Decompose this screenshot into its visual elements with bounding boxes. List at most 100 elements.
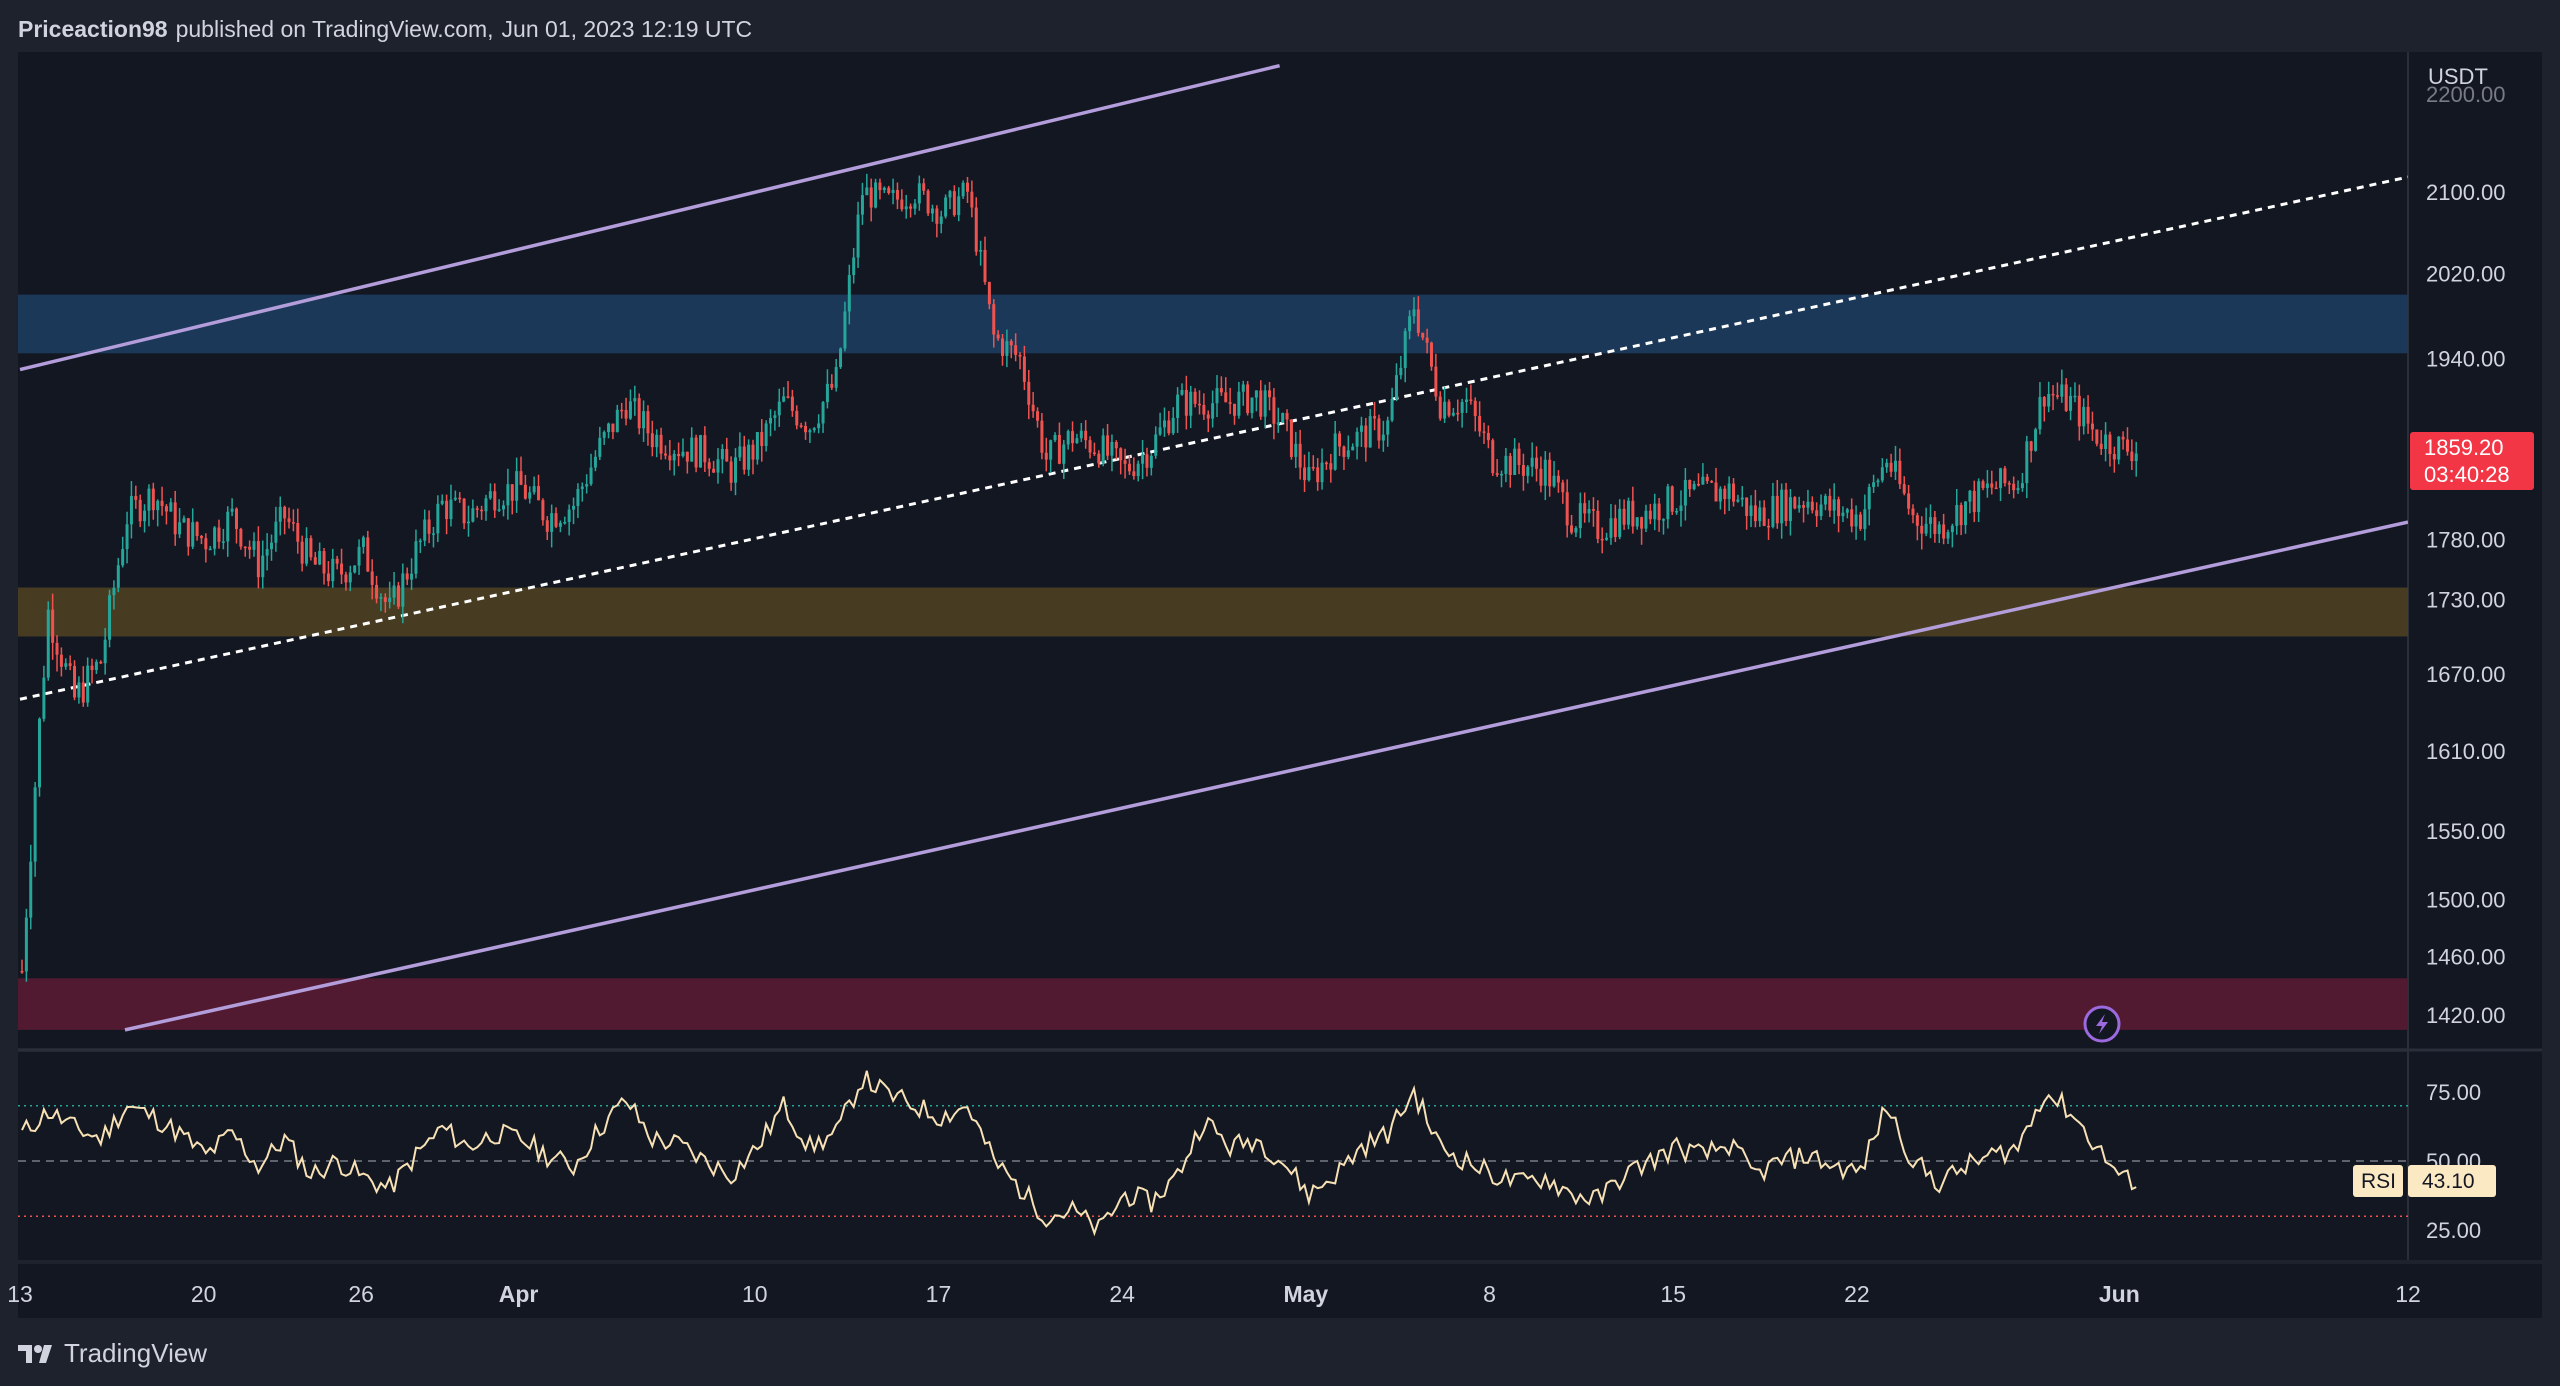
candle-body — [1521, 464, 1525, 476]
candle-body — [611, 423, 615, 433]
candle-body — [760, 432, 764, 447]
candle-body — [1539, 468, 1543, 486]
candle-body — [624, 410, 628, 419]
candle-body — [725, 448, 729, 462]
candle-body — [1154, 434, 1158, 456]
candle-body — [1661, 519, 1665, 521]
candle-body — [1863, 509, 1867, 529]
candle-body — [1333, 433, 1337, 470]
candle-body — [1504, 455, 1508, 474]
alert-lightning-icon[interactable] — [2083, 1005, 2121, 1043]
candle-body — [646, 411, 650, 434]
candle-body — [917, 183, 921, 204]
logo-v-shape — [39, 1344, 52, 1363]
candle-body — [42, 677, 46, 719]
candle-body — [195, 522, 199, 537]
candle-body — [370, 571, 374, 585]
candle-body — [270, 542, 274, 550]
candle-body — [602, 432, 606, 438]
candle-body — [1193, 391, 1197, 404]
candle-body — [73, 666, 77, 698]
candle-body — [458, 497, 462, 500]
midline[interactable] — [19, 175, 2408, 701]
candle-body — [2038, 397, 2042, 430]
price-axis[interactable]: 2100.00 2020.00 1940.00 1780.00 1730.00 1670.… — [2426, 82, 2506, 1028]
candle-body — [1001, 338, 1005, 356]
rsi-line — [21, 1070, 2137, 1237]
candle-body — [331, 558, 335, 582]
candle-body — [2025, 441, 2029, 484]
candle-body — [550, 513, 554, 532]
candle-body — [532, 486, 536, 493]
candle-body — [979, 249, 983, 252]
candle-body — [808, 430, 812, 433]
candle-body — [1513, 448, 1517, 476]
candle-body — [1937, 524, 1941, 534]
candle-body — [1675, 511, 1679, 513]
candle-body — [305, 538, 309, 564]
demand-zone — [18, 978, 2408, 1030]
price-badge: 1859.20 03:40:28 — [2410, 432, 2534, 490]
candle-body — [396, 585, 400, 607]
candle-body — [1473, 400, 1477, 417]
last-price-label: 1859.20 — [2424, 435, 2504, 460]
time-axis[interactable]: 13 20 26 Apr 10 17 24 May 8 15 22 Jun 12 — [7, 1281, 2421, 1307]
candle-body — [620, 409, 624, 412]
candle-body — [1924, 523, 1928, 534]
candle-body — [1543, 459, 1547, 486]
candle-body — [1180, 389, 1184, 395]
candle-body — [1460, 402, 1464, 413]
time-tick-label: 15 — [1660, 1281, 1686, 1307]
candle-body — [1241, 384, 1245, 392]
time-tick-label: 24 — [1109, 1281, 1135, 1307]
time-tick-label: Apr — [499, 1281, 539, 1307]
candle-body — [1469, 399, 1473, 402]
candle-body — [944, 197, 948, 217]
candle-body — [843, 311, 847, 349]
candle-body — [445, 500, 449, 520]
candle-body — [410, 573, 414, 580]
tradingview-logo[interactable]: TradingView — [18, 1338, 207, 1369]
candle-body — [506, 484, 510, 506]
candle-body — [147, 488, 151, 511]
candle-body — [607, 423, 611, 433]
candle-body — [1434, 366, 1438, 397]
candle-body — [1342, 446, 1346, 457]
candle-body — [291, 522, 295, 524]
candle-body — [1491, 440, 1495, 474]
candle-body — [1259, 390, 1263, 417]
time-tick-label: May — [1283, 1281, 1328, 1307]
candle-body — [1088, 440, 1092, 453]
candle-body — [1031, 404, 1035, 412]
candle-body — [698, 435, 702, 468]
candle-body — [1447, 401, 1451, 416]
candle-body — [541, 500, 545, 521]
candle-body — [729, 461, 733, 483]
candle-body — [755, 432, 759, 460]
candle-body — [930, 208, 934, 214]
candle-body — [2069, 395, 2073, 411]
candle-body — [466, 521, 470, 524]
candle-body — [860, 195, 864, 215]
candle-body — [1797, 505, 1801, 509]
candle-body — [160, 500, 164, 507]
candle-body — [1303, 467, 1307, 481]
candle-body — [2112, 454, 2116, 460]
candle-body — [703, 435, 707, 463]
candle-body — [103, 639, 107, 664]
published-text: published on TradingView.com, — [175, 16, 494, 42]
candle-body — [1784, 489, 1788, 522]
candle-body — [1880, 467, 1884, 481]
countdown-label: 03:40:28 — [2424, 462, 2510, 487]
candle-body — [576, 488, 580, 506]
time-tick-label: 8 — [1483, 1281, 1496, 1307]
lower-channel[interactable] — [124, 520, 2408, 1032]
candle-body — [659, 434, 663, 454]
candle-body — [431, 533, 435, 535]
candle-body — [226, 511, 230, 542]
upper-channel[interactable] — [19, 63, 1281, 372]
candle-body — [353, 565, 357, 573]
time-tick-label: 12 — [2395, 1281, 2421, 1307]
author-name[interactable]: Priceaction98 — [18, 16, 168, 42]
